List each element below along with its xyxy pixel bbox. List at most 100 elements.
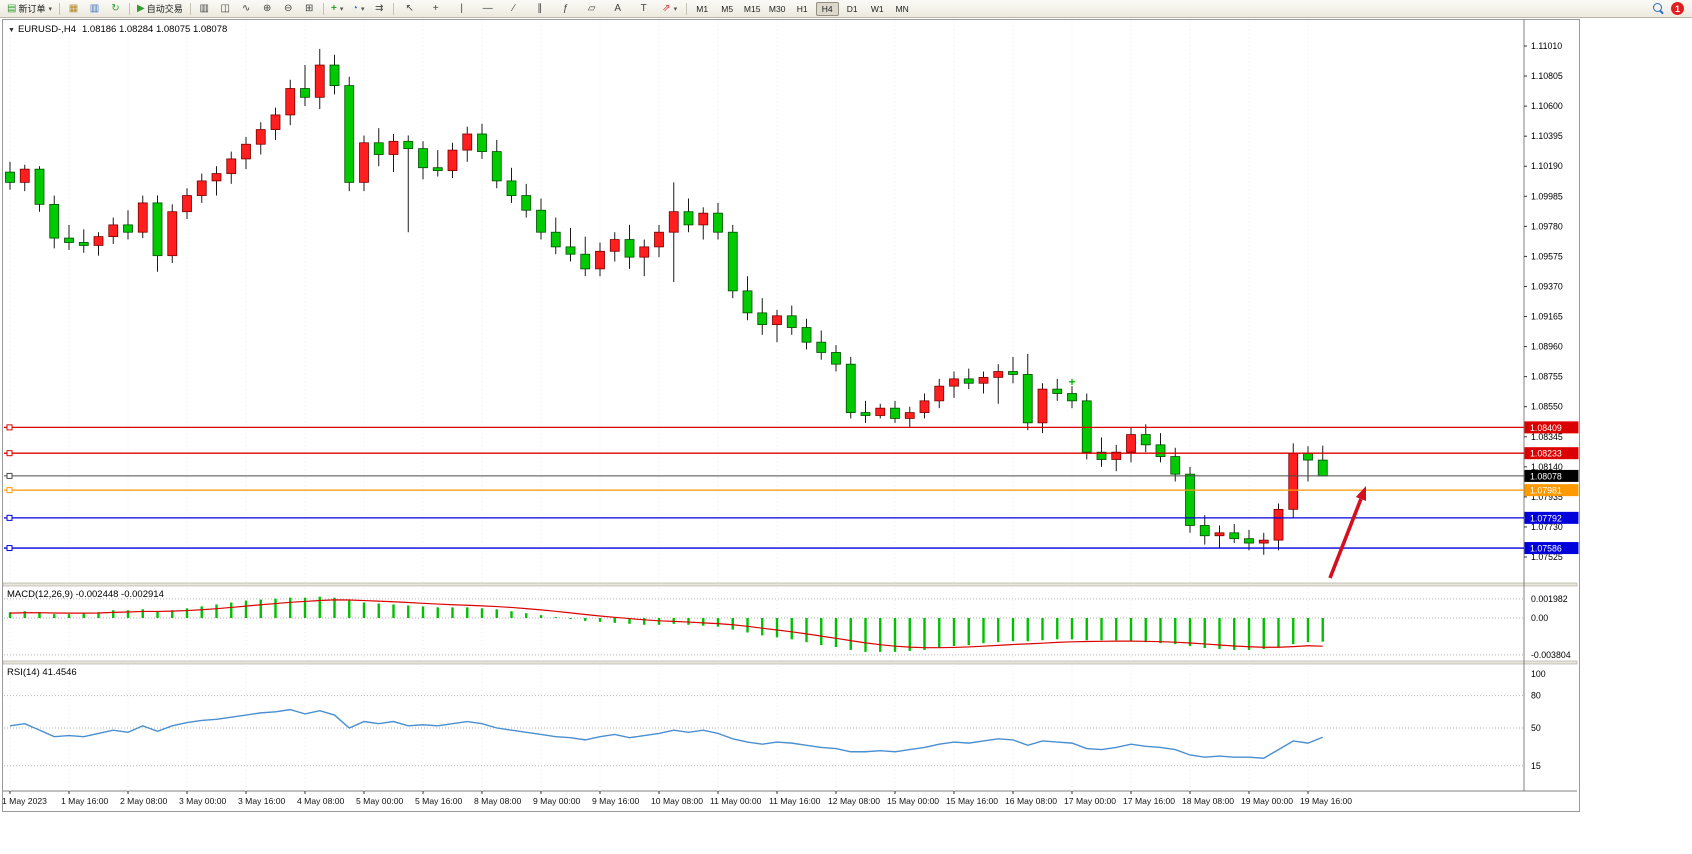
svg-text:2 May 08:00: 2 May 08:00 <box>120 796 168 806</box>
chart-window-button[interactable]: ▦ <box>63 1 84 17</box>
svg-text:15 May 00:00: 15 May 00:00 <box>887 796 939 806</box>
tile-windows-button[interactable]: ⊞ <box>299 1 320 17</box>
indicators-button[interactable]: + ▾ <box>327 1 348 17</box>
chart-window-icon: ▦ <box>68 2 79 14</box>
svg-text:100: 100 <box>1531 669 1546 679</box>
svg-text:1.11010: 1.11010 <box>1531 41 1562 51</box>
refresh-button[interactable]: ↻ <box>105 1 126 17</box>
crosshair-button[interactable]: + <box>423 1 449 17</box>
chevron-down-icon: ▾ <box>48 5 52 13</box>
timeframe-d1-button[interactable]: D1 <box>841 2 864 16</box>
svg-text:5 May 16:00: 5 May 16:00 <box>415 796 463 806</box>
candlestick-series[interactable] <box>5 48 1328 555</box>
arrows-button[interactable]: ⇗ ▾ <box>657 1 683 17</box>
zoom-in-button[interactable]: ⊕ <box>257 1 278 17</box>
timeframe-m15-button[interactable]: M15 <box>741 2 764 16</box>
candlestick-chart-icon: ◫ <box>220 2 230 14</box>
notification-badge[interactable]: 1 <box>1671 2 1684 15</box>
svg-text:1.08960: 1.08960 <box>1531 342 1563 352</box>
line-chart-icon: ∿ <box>242 2 251 14</box>
chart-shift-button[interactable]: ⇉ <box>369 1 390 17</box>
macd-grid: 0.001982 0.00 -0.003804 <box>4 594 1571 660</box>
svg-text:19 May 16:00: 19 May 16:00 <box>1300 796 1352 806</box>
timeframe-m30-button[interactable]: M30 <box>766 2 789 16</box>
svg-text:12 May 08:00: 12 May 08:00 <box>828 796 880 806</box>
svg-text:-0.003804: -0.003804 <box>1531 650 1571 660</box>
channel-button[interactable]: ∥ <box>527 1 553 17</box>
toolbar-separator <box>189 2 191 15</box>
zoom-out-button[interactable]: ⊖ <box>278 1 299 17</box>
shapes-icon: ▱ <box>587 2 596 14</box>
text-icon: A <box>614 2 622 14</box>
svg-text:1.08140: 1.08140 <box>1531 462 1563 472</box>
shapes-button[interactable]: ▱ <box>579 1 605 17</box>
macd-label: MACD(12,26,9) -0.002448 -0.002914 <box>7 589 164 600</box>
svg-text:1.07525: 1.07525 <box>1531 552 1563 562</box>
macd-signal-line <box>9 599 1323 649</box>
svg-text:3 May 16:00: 3 May 16:00 <box>238 796 286 806</box>
bar-chart-button[interactable]: ▥ <box>194 1 215 17</box>
candlestick-chart-button[interactable]: ◫ <box>215 1 236 17</box>
svg-text:1.09985: 1.09985 <box>1531 191 1563 201</box>
svg-text:1.09575: 1.09575 <box>1531 251 1563 261</box>
svg-text:15: 15 <box>1531 761 1541 771</box>
svg-text:8 May 08:00: 8 May 08:00 <box>474 796 522 806</box>
toolbar-separator <box>58 2 60 15</box>
vertical-line-button[interactable]: | <box>449 1 475 17</box>
svg-text:3 May 00:00: 3 May 00:00 <box>179 796 227 806</box>
horizontal-line-button[interactable]: ― <box>475 1 501 17</box>
timeframe-m5-button[interactable]: M5 <box>716 2 739 16</box>
svg-text:80: 80 <box>1531 691 1541 701</box>
cursor-button[interactable]: ↖ <box>397 1 423 17</box>
chevron-down-icon: ▾ <box>360 5 365 13</box>
text-button[interactable]: A <box>605 1 631 17</box>
svg-text:16 May 08:00: 16 May 08:00 <box>1005 796 1057 806</box>
crosshair-icon: + <box>432 2 439 14</box>
svg-text:1.07981: 1.07981 <box>1530 486 1562 496</box>
rsi-grid: 100 80 50 15 <box>4 669 1546 771</box>
svg-text:1.07730: 1.07730 <box>1531 522 1563 532</box>
timeframe-h4-button[interactable]: H4 <box>815 1 839 16</box>
timeframe-h1-button[interactable]: H1 <box>791 2 814 16</box>
svg-text:1.08550: 1.08550 <box>1531 402 1563 412</box>
text-label-button[interactable]: T <box>631 1 657 17</box>
cursor-icon: ↖ <box>405 2 414 14</box>
svg-text:9 May 16:00: 9 May 16:00 <box>592 796 640 806</box>
refresh-icon: ↻ <box>111 2 120 14</box>
trade-marker: + <box>1068 375 1075 389</box>
line-chart-button[interactable]: ∿ <box>236 1 257 17</box>
svg-text:1.08409: 1.08409 <box>1530 423 1562 433</box>
level-lines[interactable] <box>4 424 1524 552</box>
text-label-icon: T <box>640 2 647 14</box>
svg-text:1.07935: 1.07935 <box>1531 492 1563 502</box>
timeframe-m1-button[interactable]: M1 <box>691 2 714 16</box>
trendline-button[interactable]: ∕ <box>501 1 527 17</box>
time-axis[interactable]: 1 May 2023 1 May 16:00 2 May 08:00 3 May 00… <box>2 791 1352 806</box>
chart-menu-icon[interactable]: ▼ <box>8 27 15 34</box>
svg-text:1.09370: 1.09370 <box>1531 281 1563 291</box>
timeframe-w1-button[interactable]: W1 <box>866 2 889 16</box>
periods-button[interactable]: ◔ ▾ <box>348 1 369 17</box>
search-icon[interactable] <box>1653 2 1665 15</box>
ohlc-values: 1.08186 1.08284 1.08075 1.08078 <box>82 24 228 35</box>
svg-text:0.00: 0.00 <box>1531 613 1548 623</box>
arrows-icon: ⇗ <box>662 2 671 14</box>
svg-text:1.08345: 1.08345 <box>1531 432 1563 442</box>
svg-text:9 May 00:00: 9 May 00:00 <box>533 796 581 806</box>
timeframe-mn-button[interactable]: MN <box>891 2 914 16</box>
svg-text:19 May 00:00: 19 May 00:00 <box>1241 796 1293 806</box>
svg-text:1.07586: 1.07586 <box>1530 544 1562 554</box>
auto-trading-button[interactable]: ▶ 自动交易 <box>133 1 187 17</box>
market-watch-button[interactable]: ▥ <box>84 1 105 17</box>
svg-text:50: 50 <box>1531 723 1541 733</box>
chevron-down-icon: ▾ <box>339 5 344 13</box>
new-order-button[interactable]: ▤ 新订单 ▾ <box>3 1 56 17</box>
trend-arrow[interactable] <box>1328 486 1367 579</box>
svg-text:10 May 08:00: 10 May 08:00 <box>651 796 703 806</box>
fibonacci-button[interactable]: ƒ <box>553 1 579 17</box>
zoom-in-icon: ⊕ <box>263 2 272 14</box>
price-scale[interactable]: 1.11010 1.10805 1.10600 1.10395 1.10190 1.099… <box>1524 41 1563 562</box>
svg-text:1.09165: 1.09165 <box>1531 312 1563 322</box>
zoom-out-icon: ⊖ <box>284 2 293 14</box>
